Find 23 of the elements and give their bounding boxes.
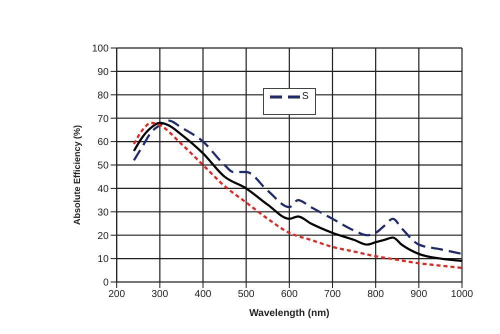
x-tick-label: 500 <box>238 289 255 300</box>
y-tick-label: 10 <box>98 254 110 266</box>
y-tick-label: 90 <box>98 66 110 78</box>
y-tick-label: 70 <box>98 114 110 125</box>
x-tick-label: 300 <box>151 289 169 300</box>
x-tick-label: 700 <box>324 289 342 300</box>
y-tick-label: 40 <box>98 184 110 195</box>
y-tick-label: 50 <box>98 160 110 172</box>
y-tick-label: 80 <box>98 90 110 102</box>
y-tick-label: 30 <box>98 207 110 218</box>
y-tick-label: 0 <box>103 278 110 289</box>
x-axis-title: Wavelength (nm) <box>249 308 330 319</box>
y-tick-label: 60 <box>98 137 110 148</box>
x-tick-label: 600 <box>280 289 298 300</box>
x-tick-label: 900 <box>410 289 428 300</box>
y-tick-label: 100 <box>92 44 110 55</box>
legend-label: S <box>302 91 309 102</box>
x-tick-label: 1000 <box>450 289 474 300</box>
x-tick-label: 400 <box>194 289 212 300</box>
y-tick-label: 20 <box>98 230 110 242</box>
x-tick-label: 800 <box>367 289 384 300</box>
x-tick-label: 200 <box>108 289 126 300</box>
y-axis-title: Absolute Efficiency (%) <box>72 124 82 225</box>
